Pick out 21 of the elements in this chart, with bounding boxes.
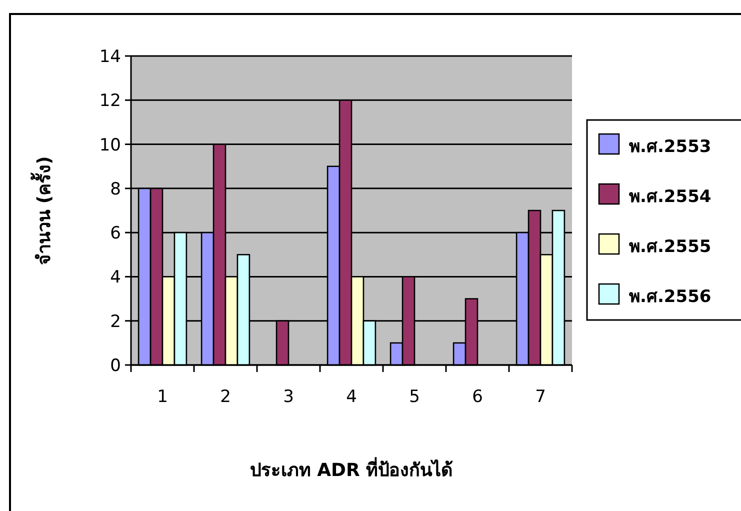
x-axis-title: ประเภท ADR ที่ป้องกันได้ [250, 457, 454, 481]
y-tick-label: 8 [110, 179, 121, 200]
y-tick-label: 2 [110, 312, 121, 332]
legend-label: พ.ศ.2553 [629, 137, 712, 157]
y-tick-label: 6 [110, 224, 121, 244]
legend-label: พ.ศ.2556 [629, 287, 712, 307]
x-tick-label: 7 [535, 387, 546, 407]
legend-label: พ.ศ.2555 [629, 237, 712, 257]
x-tick-label: 2 [220, 387, 231, 407]
y-tick-label: 4 [110, 268, 121, 288]
x-tick-label: 1 [157, 387, 168, 407]
y-axis-title: จำนวน (ครั้ง) [30, 156, 55, 265]
x-tick-label: 5 [409, 387, 420, 407]
legend-label: พ.ศ.2554 [629, 187, 712, 207]
y-tick-label: 14 [99, 47, 121, 67]
x-tick-label: 3 [283, 387, 294, 407]
x-tick-label: 4 [346, 387, 357, 407]
x-tick-label: 6 [472, 387, 483, 407]
y-tick-label: 10 [99, 135, 121, 156]
y-tick-label: 0 [110, 356, 121, 376]
y-tick-label: 12 [99, 91, 121, 112]
